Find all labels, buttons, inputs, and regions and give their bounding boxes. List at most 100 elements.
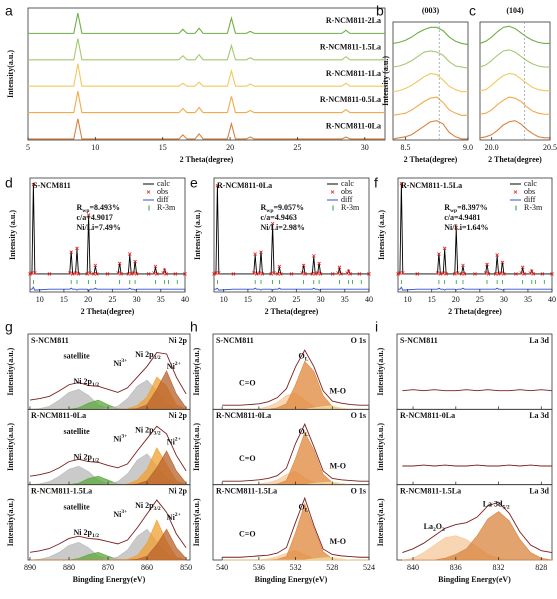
text-part: =8.397% xyxy=(457,203,488,212)
x-tick-label: 20 xyxy=(226,143,234,152)
obs-marker xyxy=(127,252,132,256)
obs-marker xyxy=(129,272,134,276)
text-part: M-O xyxy=(330,461,346,470)
measured-spectrum xyxy=(402,464,552,467)
obs-marker xyxy=(540,272,545,276)
x-axis-label: 2 Theta(degree) xyxy=(180,155,234,164)
core-level: La 3d xyxy=(529,486,549,495)
text-part: =8.493% xyxy=(89,203,120,212)
text-part: Ni xyxy=(113,359,122,368)
x-axis-label: 2 Theta(degree) xyxy=(488,155,542,164)
text-part: Ni xyxy=(167,362,176,371)
obs-marker xyxy=(73,271,78,275)
text-part: O xyxy=(298,351,304,360)
legend-label: obs xyxy=(341,187,352,196)
panel-letter: a xyxy=(5,3,13,19)
y-axis-label: Intensity(a.u.) xyxy=(376,498,385,546)
measured-spectrum xyxy=(29,425,187,477)
obs-marker xyxy=(442,246,447,251)
annotation: Ni3+ xyxy=(113,509,127,519)
legend-label: diff xyxy=(524,195,536,204)
text-part: O xyxy=(298,502,304,511)
obs-marker xyxy=(164,272,168,276)
panel-letter: g xyxy=(5,319,13,335)
text-part: wp xyxy=(82,208,89,214)
obs-marker xyxy=(162,268,167,272)
obs-marker xyxy=(310,272,315,276)
obs-marker xyxy=(441,271,446,275)
x-tick-label: 832 xyxy=(493,563,505,572)
obs-marker xyxy=(357,272,362,276)
sample-label: R-NCM811-1.5La xyxy=(400,486,461,495)
annotation: Rwp=8.493% xyxy=(77,203,121,214)
obs-marker xyxy=(214,271,218,275)
text-part: c/a=4.9481 xyxy=(444,213,480,222)
annotation: Ni 2p1/2 xyxy=(74,528,100,539)
obs-marker xyxy=(253,252,257,256)
obs-marker xyxy=(435,271,440,275)
obs-marker xyxy=(92,272,96,276)
obs-marker xyxy=(69,250,73,254)
annotation: C=O xyxy=(239,454,256,463)
plot-frame xyxy=(397,177,553,293)
annotation: OL xyxy=(298,502,308,513)
sample-label: R-NCM811-0La xyxy=(216,411,271,420)
legend-label: R-3m xyxy=(157,203,176,212)
pattern-line xyxy=(479,120,550,139)
y-axis-label: Intensity(a.u.) xyxy=(6,50,15,98)
annotation: satellite xyxy=(63,427,90,436)
core-level: O 1s xyxy=(351,411,366,420)
plot-frame xyxy=(392,21,469,141)
obs-marker xyxy=(31,182,36,187)
obs-marker xyxy=(119,272,123,276)
y-axis-label: Intensity (a.u.) xyxy=(381,56,390,106)
legend-label: calc xyxy=(524,179,537,188)
x-tick-label: 10 xyxy=(404,295,412,304)
text-part: 5/2 xyxy=(503,505,510,511)
text-part: Ni 2p xyxy=(74,528,93,537)
panel-letter: b xyxy=(376,3,384,19)
x-tick-label: 10 xyxy=(91,143,99,152)
text-part: 3/2 xyxy=(154,355,161,361)
plot-frame xyxy=(213,177,370,293)
pattern-line xyxy=(479,96,550,115)
y-axis-label: Intensity(a.u.) xyxy=(6,498,15,546)
x-tick-label: 836 xyxy=(450,563,462,572)
annotation: M-O xyxy=(330,537,346,546)
obs-marker xyxy=(277,264,282,269)
sample-label: R-NCM811-0La xyxy=(400,411,455,420)
legend-label: calc xyxy=(341,179,354,188)
pattern-line xyxy=(398,182,552,275)
x-tick-label: 10 xyxy=(220,295,228,304)
pattern-line xyxy=(30,182,185,275)
annotation: La2O3 xyxy=(424,522,445,533)
legend-swatch xyxy=(513,190,518,194)
obs-marker xyxy=(303,272,307,276)
text-part: Ni/Li=1.64% xyxy=(444,223,488,232)
x-tick-label: 15 xyxy=(244,295,252,304)
obs-marker xyxy=(462,272,467,276)
fit-component xyxy=(29,528,187,561)
obs-marker xyxy=(276,272,280,276)
text-part: C=O xyxy=(239,529,256,538)
text-part: 2+ xyxy=(175,437,181,443)
x-tick-label: 25 xyxy=(108,295,116,304)
text-part: Ni xyxy=(113,510,122,519)
y-axis-label: Intensity(a.u.) xyxy=(376,347,385,395)
x-tick-label: 532 xyxy=(290,563,302,572)
obs-marker xyxy=(339,272,343,276)
panel-letter: d xyxy=(5,175,13,191)
x-tick-label: 20 xyxy=(268,295,276,304)
panel-title: (104) xyxy=(506,6,524,15)
obs-marker xyxy=(519,271,523,275)
text-part: Ni 2p xyxy=(74,452,93,461)
x-tick-label: 25 xyxy=(476,295,484,304)
annotation: Ni/Li=7.49% xyxy=(77,223,121,232)
pattern-line xyxy=(392,72,468,93)
obs-marker xyxy=(500,260,505,265)
obs-marker xyxy=(75,246,79,251)
annotation: Ni3+ xyxy=(113,434,127,444)
measured-spectrum xyxy=(402,389,553,392)
x-tick-label: 870 xyxy=(102,563,114,572)
obs-marker xyxy=(131,271,136,275)
